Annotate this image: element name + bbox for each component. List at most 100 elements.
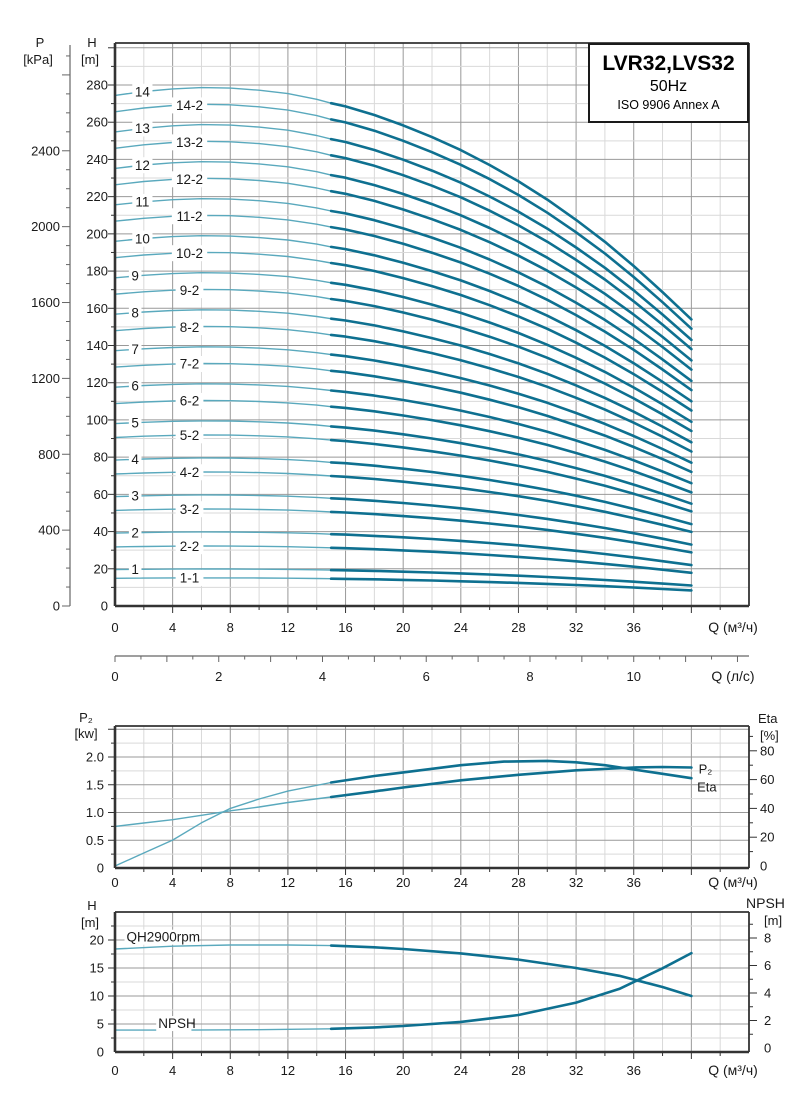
ls-tick-label: 4: [319, 669, 326, 684]
curve-label-3-2: 3-2: [180, 502, 200, 517]
x-tick-label: 28: [511, 875, 525, 890]
curve-10: [114, 234, 693, 403]
eta-axis-label: Eta: [758, 711, 778, 726]
curve-npsh: [114, 951, 693, 1031]
x-tick-label: 32: [569, 1063, 583, 1078]
curve-11-2: [114, 214, 693, 392]
curve-eta: [114, 759, 693, 867]
curve-4: [114, 457, 693, 526]
x-tick-label: 24: [454, 1063, 468, 1078]
ls-tick-label: 2: [215, 669, 222, 684]
curve-13-2: [114, 140, 693, 351]
head-tick-label: 80: [94, 450, 108, 465]
curve-7: [114, 346, 693, 465]
pressure-axis: 0 400 800 1200 1600 2000 2400 P [kPa]: [23, 35, 71, 614]
h-tick-label: 20: [90, 933, 104, 948]
curve-label-7-2: 7-2: [180, 357, 200, 372]
eta-axis-unit: [%]: [760, 728, 779, 743]
x-tick-label: 24: [454, 620, 468, 635]
curve-label-13-2: 13-2: [176, 135, 203, 150]
p2-tick-label: 0: [97, 861, 104, 876]
pe-series-labels: P₂ Eta: [697, 762, 717, 795]
h-tick-label: 10: [90, 989, 104, 1004]
curve-label-14-2: 14-2: [176, 98, 203, 113]
qn-left-axis: 0 5 10 15 20 H [m]: [81, 898, 115, 1060]
pe-right-axis: 0 20 40 60 80 Eta [%]: [749, 711, 779, 874]
qn-grid: [115, 912, 749, 1052]
pump-model-title: LVR32,LVS32: [602, 52, 735, 75]
curve-label-12-2: 12-2: [176, 172, 203, 187]
curve-label-9: 9: [131, 269, 139, 284]
x-tick-label: 32: [569, 620, 583, 635]
npsh-axis-unit: [m]: [764, 913, 782, 928]
x-tick-label: 32: [569, 875, 583, 890]
pe-x-axis: 0 4 8 12 16 20 24 28 32 36 Q (м³/ч): [111, 868, 758, 890]
curve-3: [114, 494, 693, 546]
pressure-tick-label: 1200: [31, 371, 60, 386]
curve-3-2: [114, 508, 693, 554]
head-tick-label: 60: [94, 487, 108, 502]
head-tick-label: 200: [86, 226, 108, 241]
x-tick-label: 12: [281, 620, 295, 635]
head-tick-label: 280: [86, 78, 108, 93]
x-axis-unit-label: Q (м³/ч): [708, 619, 758, 635]
p2-tick-label: 1.0: [86, 805, 104, 820]
main-curve-labels: 1414-21313-21212-21111-21010-299-288-277…: [128, 83, 208, 586]
x-tick-label: 8: [227, 1063, 234, 1078]
pressure-tick-label: 0: [53, 599, 60, 614]
curve-6-2: [114, 399, 693, 494]
curve-1: [114, 568, 693, 587]
curve-label-6: 6: [131, 379, 139, 394]
x-tick-label: 28: [511, 1063, 525, 1078]
curve-label-1-1: 1-1: [180, 571, 200, 586]
x-tick-label: 36: [626, 875, 640, 890]
curve-label-5: 5: [131, 415, 139, 430]
curve-label-2-2: 2-2: [180, 539, 200, 554]
pressure-tick-label: 400: [38, 523, 60, 538]
x-tick-label: 0: [111, 1063, 118, 1078]
npsh-tick-label: 4: [764, 986, 771, 1001]
head-tick-label: 240: [86, 152, 108, 167]
p2-tick-label: 1.5: [86, 777, 104, 792]
curve-qh2900rpm: [114, 944, 693, 998]
x-tick-label: 36: [626, 1063, 640, 1078]
series-label-eta: Eta: [697, 779, 717, 794]
curve-9: [114, 272, 693, 424]
main-x-axis: 0 4 8 12 16 20 24 28 32 36 Q (м³/ч): [111, 606, 758, 635]
curve-p2: [114, 765, 693, 828]
ls-tick-label: 6: [423, 669, 430, 684]
series-label-qh2900rpm: QH2900rpm: [127, 930, 201, 945]
eta-tick-label: 40: [760, 801, 774, 816]
curve-label-4: 4: [131, 452, 139, 467]
curve-9-2: [114, 288, 693, 433]
curve-label-3: 3: [131, 489, 139, 504]
curve-label-8-2: 8-2: [180, 320, 200, 335]
x-tick-label: 16: [338, 1063, 352, 1078]
pressure-axis-unit: [kPa]: [23, 52, 53, 67]
main-curves: [114, 86, 693, 592]
curve-label-11: 11: [135, 195, 149, 210]
qn-x-axis: 0 4 8 12 16 20 24 28 32 36 Q (м³/ч): [111, 1052, 758, 1078]
curve-label-12: 12: [135, 158, 150, 173]
curve-label-10-2: 10-2: [176, 246, 203, 261]
head-axis-unit: [m]: [81, 52, 99, 67]
curve-5-2: [114, 434, 693, 513]
x-tick-label: 20: [396, 620, 410, 635]
series-label-p2: P₂: [699, 762, 713, 777]
curve-label-7: 7: [131, 342, 139, 357]
npsh-tick-label: 6: [764, 958, 771, 973]
eta-tick-label: 0: [760, 859, 767, 874]
x-tick-label: 4: [169, 620, 176, 635]
curve-14-2: [114, 103, 693, 331]
pe-grid: [115, 726, 749, 868]
curve-14: [114, 86, 693, 321]
curve-11: [114, 197, 693, 383]
secondary-flow-axis: 0 2 4 6 8 10 Q (л/с): [111, 655, 755, 684]
p2-tick-label: 0.5: [86, 833, 104, 848]
eta-tick-label: 80: [760, 743, 774, 758]
npsh-tick-label: 8: [764, 931, 771, 946]
x-axis-unit-label: Q (м³/ч): [708, 1062, 758, 1078]
head-tick-label: 0: [101, 599, 108, 614]
